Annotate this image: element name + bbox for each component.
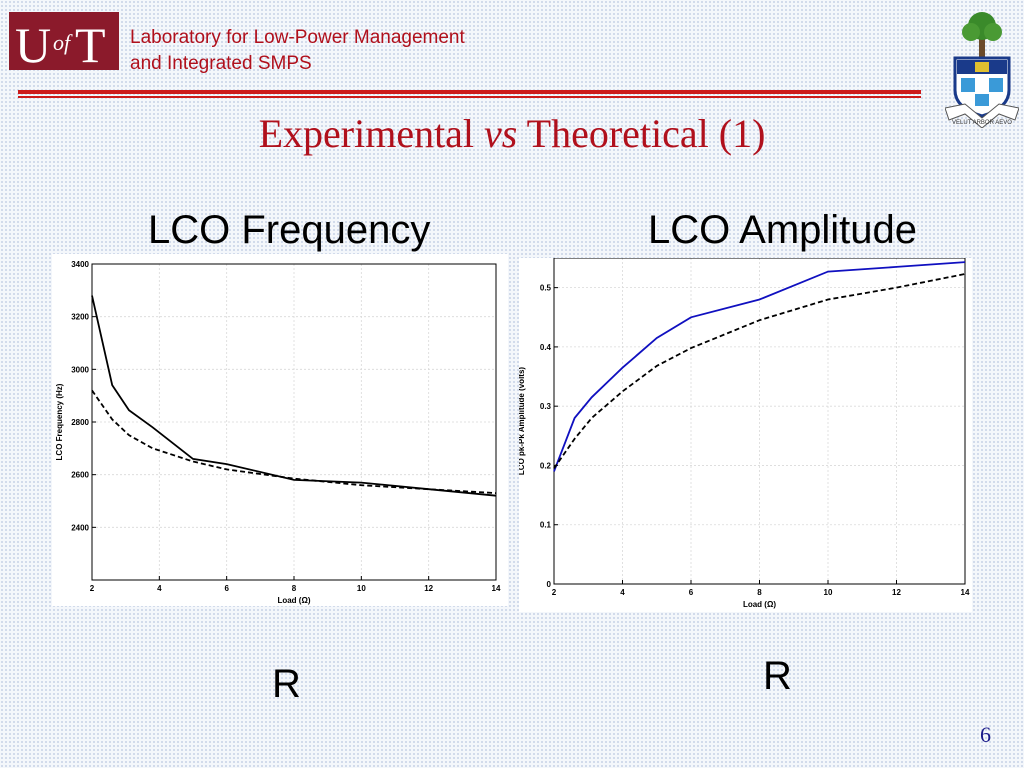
x-tick-label: 8 <box>292 584 297 593</box>
x-tick-label: 6 <box>689 588 694 597</box>
title-part1: Experimental <box>258 111 485 156</box>
x-tick-label: 10 <box>824 588 833 597</box>
x-tick-label: 12 <box>892 588 901 597</box>
y-tick-label: 3400 <box>71 260 89 269</box>
experimental-series-line <box>553 261 966 472</box>
header-rule-top <box>18 90 921 94</box>
uoft-logo: U of T <box>9 12 119 70</box>
x-tick-label: 14 <box>961 588 970 597</box>
svg-text:U: U <box>15 17 51 70</box>
y-tick-label: 2800 <box>71 418 89 427</box>
x-tick-label: 4 <box>620 588 625 597</box>
y-tick-label: 3200 <box>71 313 89 322</box>
x-tick-label: 4 <box>157 584 162 593</box>
lco-frequency-chart: 2 4 6 8 10 12 14 2400 2600 2800 3000 3200 3400 Load (… <box>55 260 501 605</box>
y-tick-label: 2400 <box>71 523 89 532</box>
lab-name-line2: and Integrated SMPS <box>130 53 312 74</box>
crest-motto: VELUT ARBOR AEVO <box>952 120 1012 126</box>
title-vs: vs <box>484 111 518 156</box>
amp-chart-heading: LCO Amplitude <box>648 208 918 252</box>
y-axis-label: LCO Frequency (Hz) <box>55 383 64 460</box>
y-tick-label: 0.1 <box>540 521 552 530</box>
y-tick-label: 2600 <box>71 471 89 480</box>
y-tick-label: 0.5 <box>540 284 552 293</box>
x-tick-label: 10 <box>357 584 366 593</box>
theoretical-series-line <box>553 273 966 469</box>
lab-name-line1: Laboratory for Low-Power Management <box>130 27 465 48</box>
y-tick-label: 0 <box>547 580 552 589</box>
x-tick-label: 2 <box>90 584 95 593</box>
y-axis-label: LCO pk-Pk Amplitude (volts) <box>519 367 526 475</box>
y-tick-label: 0.2 <box>540 461 552 470</box>
university-crest: VELUT ARBOR AEVO <box>944 8 1020 129</box>
x-tick-label: 14 <box>492 584 501 593</box>
y-tick-label: 0.3 <box>540 402 552 411</box>
title-part2: Theoretical (1) <box>517 111 766 156</box>
x-tick-label: 12 <box>424 584 433 593</box>
freq-plot-panel: 2 4 6 8 10 12 14 2400 2600 2800 3000 3200 3400 Load (… <box>52 254 508 606</box>
svg-text:T: T <box>75 17 106 70</box>
x-tick-label: 6 <box>224 584 229 593</box>
page-number: 6 <box>980 722 991 747</box>
slide-title: Experimental vs Theoretical (1) <box>0 110 1024 157</box>
x-axis-label: Load (Ω) <box>743 600 776 609</box>
y-tick-label: 3000 <box>71 365 89 374</box>
svg-text:of: of <box>53 30 73 55</box>
header-rule-bottom <box>18 96 921 98</box>
x-tick-label: 8 <box>757 588 762 597</box>
experimental-series-line <box>91 295 497 497</box>
amp-plot-panel: 2 4 6 8 10 12 14 0 0.1 0.2 0.3 0.4 0.5 Load (Ω) LCO pk… <box>519 258 972 612</box>
y-tick-label: 0.4 <box>540 343 552 352</box>
amp-r-label: R <box>763 654 792 698</box>
x-axis-label: Load (Ω) <box>277 596 310 605</box>
lco-amplitude-chart: 2 4 6 8 10 12 14 0 0.1 0.2 0.3 0.4 0.5 Load (Ω) LCO pk… <box>519 258 970 609</box>
x-tick-label: 2 <box>552 588 557 597</box>
freq-chart-heading: LCO Frequency <box>148 208 431 252</box>
freq-r-label: R <box>272 662 301 706</box>
theoretical-series-line <box>91 389 497 494</box>
